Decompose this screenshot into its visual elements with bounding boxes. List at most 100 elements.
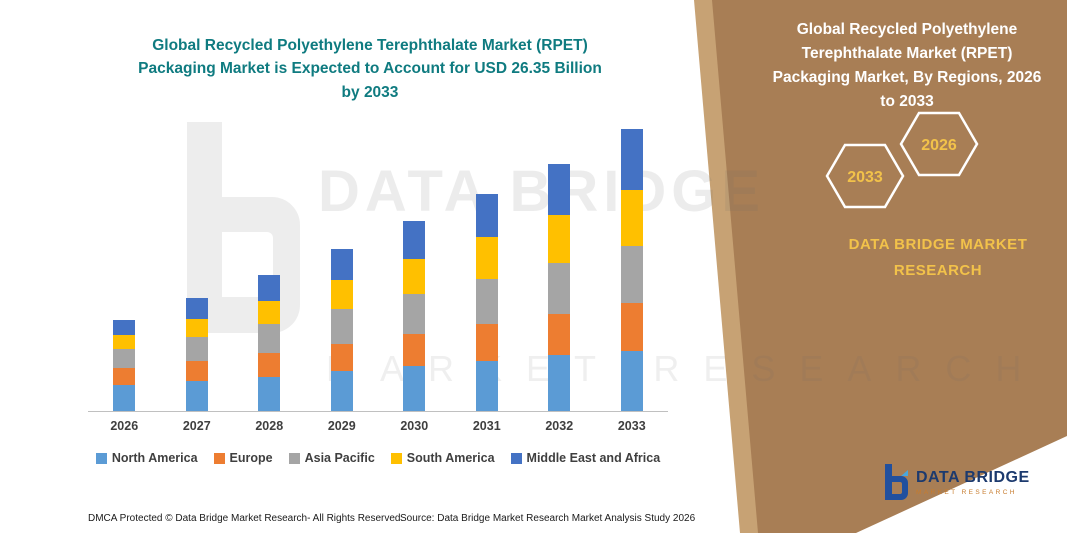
x-label-2028: 2028 xyxy=(255,419,284,433)
bar-2026 xyxy=(113,320,136,411)
logo-b-icon xyxy=(885,464,908,500)
legend-item-middle-east-and-africa: Middle East and Africa xyxy=(510,451,661,465)
legend-item-europe: Europe xyxy=(213,451,273,465)
brand-text-line-1: DATA BRIDGE MARKET xyxy=(848,236,1028,253)
brand-text-line-2: RESEARCH xyxy=(893,261,983,279)
segment-south-america-2031 xyxy=(475,237,498,280)
x-label-2033: 2033 xyxy=(617,419,646,433)
right-panel-title: Global Recycled Polyethylene Terephthala… xyxy=(758,18,1056,114)
bar-group-2028 xyxy=(233,112,306,411)
bar-2031 xyxy=(475,193,498,411)
logo: DATA BRIDGE MARKET RESEARCH xyxy=(882,464,1030,500)
segment-asia-pacific-2027 xyxy=(185,337,208,361)
bar-group-2026 xyxy=(88,112,161,411)
legend: North America Europe Asia Pacific South Ame… xyxy=(88,451,668,465)
chart: 2026 2027 2028 2029 2030 2031 2032 2033 North A… xyxy=(88,112,668,465)
segment-south-america-2032 xyxy=(548,214,571,264)
segment-south-america-2033 xyxy=(620,190,643,247)
legend-swatch-europe xyxy=(213,452,225,464)
segment-north-america-2029 xyxy=(330,371,353,411)
segment-middle-east-and-africa-2033 xyxy=(620,128,643,191)
segment-europe-2028 xyxy=(258,353,281,377)
segment-south-america-2029 xyxy=(330,280,353,310)
bar-group-2033 xyxy=(596,112,669,411)
legend-item-asia-pacific: Asia Pacific xyxy=(288,451,375,465)
bar-2028 xyxy=(258,274,281,411)
segment-asia-pacific-2026 xyxy=(113,348,136,369)
chart-title-line-3: by 2033 xyxy=(341,83,399,101)
footer-dmca: DMCA Protected © Data Bridge Market Rese… xyxy=(88,513,404,524)
chart-title-line-2: Packaging Market is Expected to Account … xyxy=(138,60,602,78)
plot-area xyxy=(88,112,668,412)
x-label-2027: 2027 xyxy=(182,419,211,433)
segment-north-america-2032 xyxy=(548,355,571,411)
segment-asia-pacific-2031 xyxy=(475,279,498,325)
x-label-2029: 2029 xyxy=(327,419,356,433)
bar-group-2031 xyxy=(451,112,524,411)
footer-source: Source: Data Bridge Market Research Mark… xyxy=(400,513,696,524)
hexagon-2026-label: 2026 xyxy=(921,137,957,154)
legend-label-south-america: South America xyxy=(406,451,495,465)
x-axis-labels: 2026 2027 2028 2029 2030 2031 2032 2033 xyxy=(88,419,668,433)
chart-title: Global Recycled Polyethylene Terephthala… xyxy=(103,34,637,104)
segment-asia-pacific-2030 xyxy=(403,294,426,334)
hexagon-2026: 2026 xyxy=(899,111,979,177)
segment-europe-2026 xyxy=(113,368,136,386)
x-label-2030: 2030 xyxy=(400,419,429,433)
logo-text: DATA BRIDGE MARKET RESEARCH xyxy=(916,469,1030,496)
legend-label-asia-pacific: Asia Pacific xyxy=(304,451,375,465)
segment-south-america-2028 xyxy=(258,300,281,325)
segment-south-america-2027 xyxy=(185,318,208,338)
segment-north-america-2031 xyxy=(475,360,498,411)
segment-north-america-2026 xyxy=(113,385,136,411)
bar-2032 xyxy=(548,163,571,411)
hexagon-2033: 2033 xyxy=(825,143,905,209)
logo-name: DATA BRIDGE xyxy=(916,468,1030,486)
legend-swatch-asia-pacific xyxy=(288,452,300,464)
legend-label-europe: Europe xyxy=(229,451,273,465)
segment-europe-2032 xyxy=(548,313,571,356)
x-label-2032: 2032 xyxy=(545,419,574,433)
segment-middle-east-and-africa-2029 xyxy=(330,249,353,281)
right-title-line-2: Terephthalate Market (RPET) xyxy=(801,45,1013,63)
segment-europe-2031 xyxy=(475,324,498,361)
bar-group-2032 xyxy=(523,112,596,411)
segment-europe-2027 xyxy=(185,360,208,381)
segment-south-america-2026 xyxy=(113,335,136,349)
logo-tagline: MARKET RESEARCH xyxy=(916,488,1017,496)
bar-group-2027 xyxy=(161,112,234,411)
bar-2030 xyxy=(403,221,426,411)
segment-middle-east-and-africa-2032 xyxy=(548,163,571,215)
legend-swatch-south-america xyxy=(390,452,402,464)
hexagon-2033-label: 2033 xyxy=(847,169,883,186)
segment-middle-east-and-africa-2028 xyxy=(258,274,281,301)
segment-north-america-2033 xyxy=(620,351,643,411)
x-label-2026: 2026 xyxy=(110,419,139,433)
bar-group-2029 xyxy=(306,112,379,411)
chart-title-line-1: Global Recycled Polyethylene Terephthala… xyxy=(152,37,588,54)
segment-north-america-2027 xyxy=(185,381,208,411)
segment-middle-east-and-africa-2027 xyxy=(185,298,208,319)
segment-europe-2033 xyxy=(620,302,643,351)
legend-label-middle-east-and-africa: Middle East and Africa xyxy=(526,451,661,465)
right-title-line-1: Global Recycled Polyethylene xyxy=(796,21,1018,38)
right-title-line-4: to 2033 xyxy=(880,93,934,111)
segment-asia-pacific-2028 xyxy=(258,324,281,354)
bar-2029 xyxy=(330,249,353,411)
legend-item-north-america: North America xyxy=(95,451,198,465)
bar-2027 xyxy=(185,298,208,411)
segment-middle-east-and-africa-2026 xyxy=(113,320,136,336)
legend-label-north-america: North America xyxy=(111,451,198,465)
segment-north-america-2028 xyxy=(258,376,281,411)
legend-item-south-america: South America xyxy=(390,451,495,465)
legend-swatch-north-america xyxy=(95,452,107,464)
legend-swatch-middle-east-and-africa xyxy=(510,452,522,464)
segment-middle-east-and-africa-2030 xyxy=(403,221,426,259)
bar-group-2030 xyxy=(378,112,451,411)
segment-asia-pacific-2029 xyxy=(330,309,353,344)
segment-north-america-2030 xyxy=(403,366,426,411)
segment-south-america-2030 xyxy=(403,258,426,295)
bar-2033 xyxy=(620,128,643,411)
